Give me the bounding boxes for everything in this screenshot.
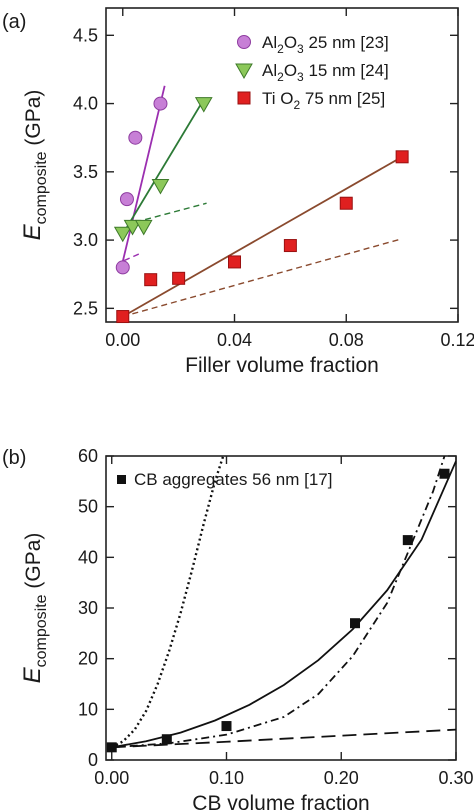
x-tick-label: 0.00	[94, 768, 129, 788]
legend-subscript: 3	[297, 42, 304, 56]
y-tick-label: 4.5	[73, 25, 98, 45]
x-axis-label: CB volume fraction	[192, 792, 369, 810]
data-point	[153, 96, 168, 111]
data-point	[116, 310, 130, 324]
model-curve-dotted	[111, 456, 225, 749]
legend-label: Al2O3 15 nm [24]	[262, 61, 389, 84]
y-tick-label: 0	[88, 750, 98, 770]
y-tick-label: 50	[78, 497, 98, 517]
legend-text: Ti O	[262, 89, 293, 108]
y-tick-label: 2.5	[73, 298, 98, 318]
y-axis-label: Ecomposite (GPa)	[19, 533, 50, 684]
legend-marker	[117, 475, 126, 484]
data-point	[228, 255, 242, 269]
data-point	[172, 271, 186, 285]
y-label-symbol: E	[19, 223, 46, 240]
fit-line-dashed	[123, 253, 140, 262]
plot-frame	[105, 455, 457, 761]
fit-line-solid	[122, 99, 205, 234]
legend-text: Al	[262, 61, 277, 80]
data-point	[439, 468, 450, 479]
data-point	[115, 260, 130, 275]
legend-subscript: 2	[293, 98, 300, 112]
x-tick-label: 0.10	[209, 768, 244, 788]
panel-label: (b)	[2, 447, 26, 469]
data-point	[350, 618, 361, 629]
legend-subscript: 2	[277, 70, 284, 84]
x-tick-label: 0.12	[440, 330, 474, 350]
data-point	[144, 273, 158, 287]
y-axis-label: Ecomposite (GPa)	[19, 90, 50, 241]
y-label-subscript: composite	[33, 151, 50, 224]
data-point	[161, 734, 172, 745]
x-tick-label: 0.30	[438, 768, 473, 788]
x-tick-label: 0.00	[105, 330, 140, 350]
data-point	[123, 219, 142, 236]
y-tick-label: 3.5	[73, 162, 98, 182]
legend-text: O	[284, 33, 297, 52]
x-tick-label: 0.08	[329, 330, 364, 350]
panel-b: 0.00 0.10 0.20 0.30 0 10 20 30 40 50 60 CB volume f…	[2, 446, 474, 810]
x-axis-label: Filler volume fraction	[185, 354, 379, 377]
legend-text: Al	[262, 33, 277, 52]
y-tick-label: 40	[78, 547, 98, 567]
y-tick-label: 3.0	[73, 230, 98, 250]
legend-text: 25 nm [23]	[304, 33, 389, 52]
legend-label: CB aggregates 56 nm [17]	[134, 470, 332, 489]
legend-text: 15 nm [24]	[304, 61, 389, 80]
data-point	[151, 178, 170, 195]
legend-label: Ti O2 75 nm [25]	[262, 89, 385, 112]
fit-line-solid	[120, 85, 166, 268]
panel-a: 0.00 0.04 0.08 0.12 2.5 3.0 3.5 4.0 4.5 Filler vo…	[2, 7, 474, 377]
model-curve-solid	[111, 460, 456, 749]
legend-label: Al2O3 25 nm [23]	[262, 33, 389, 56]
y-tick-label: 10	[78, 699, 98, 719]
data-point	[283, 239, 297, 253]
x-tick-label: 0.04	[217, 330, 252, 350]
y-tick-label: 20	[78, 649, 98, 669]
data-point	[402, 535, 413, 546]
data-point	[221, 721, 232, 732]
fit-line-solid	[122, 156, 403, 318]
y-tick-label: 4.0	[73, 94, 98, 114]
legend-marker	[235, 63, 253, 80]
fit-line-dashed	[144, 202, 207, 221]
data-point	[134, 219, 153, 236]
data-point	[119, 192, 134, 207]
plot-frame	[105, 7, 459, 323]
y-label-unit: (GPa)	[22, 533, 45, 595]
fit-line-dashed	[122, 238, 403, 318]
model-curve-dashdot	[111, 456, 446, 749]
data-point	[339, 196, 353, 210]
legend-marker	[237, 91, 251, 105]
data-point	[194, 97, 213, 113]
y-tick-label: 60	[78, 446, 98, 466]
legend-marker	[237, 35, 251, 49]
legend-text: O	[284, 61, 297, 80]
legend-subscript: 2	[277, 42, 284, 56]
legend-subscript: 3	[297, 70, 304, 84]
model-curve-dashed	[111, 728, 456, 749]
data-point	[113, 226, 132, 243]
data-point	[106, 742, 117, 753]
data-point	[128, 130, 143, 145]
y-label-unit: (GPa)	[22, 90, 45, 152]
y-label-symbol: E	[19, 666, 46, 683]
y-tick-label: 30	[78, 598, 98, 618]
legend-text: 75 nm [25]	[300, 89, 385, 108]
panel-label: (a)	[2, 11, 26, 33]
x-tick-label: 0.20	[324, 768, 359, 788]
data-point	[395, 150, 409, 164]
y-label-subscript: composite	[33, 594, 50, 667]
